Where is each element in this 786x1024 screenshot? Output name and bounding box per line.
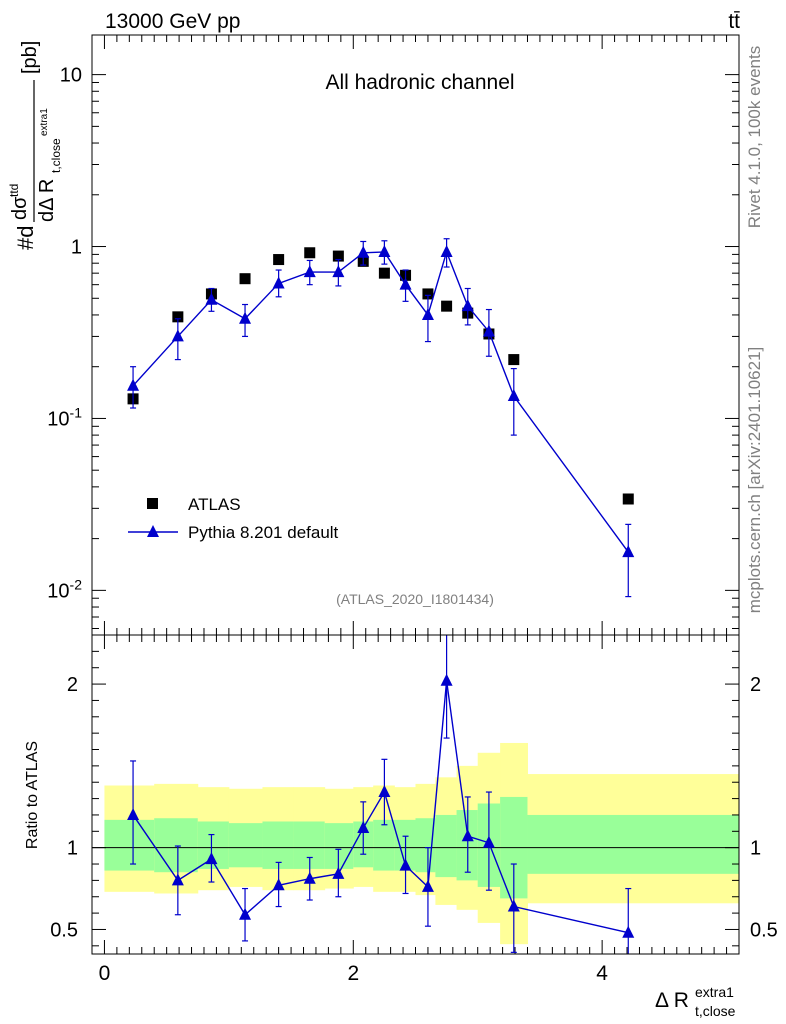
pythia-data-point — [622, 545, 635, 558]
ratio-x-tick-label: 0 — [99, 962, 111, 985]
svg-text:ttd: ttd — [7, 184, 21, 197]
svg-text:extra1: extra1 — [695, 984, 734, 1000]
ratio-panel-data — [127, 635, 635, 954]
atlas-data-point — [332, 250, 344, 262]
ratio-data-point — [421, 879, 434, 892]
legend-atlas-label: ATLAS — [188, 495, 241, 514]
ratio-x-tick-label: 4 — [596, 962, 608, 985]
ratio-band-green — [324, 823, 354, 869]
ratio-band-green — [104, 819, 155, 871]
atlas-data-point — [441, 300, 453, 312]
ratio-data-point — [378, 785, 391, 798]
ratio-data-point — [357, 821, 370, 834]
svg-text:t,close: t,close — [49, 138, 63, 173]
main-y-tick-label: 10-2 — [47, 576, 82, 602]
ratio-data-point — [171, 873, 184, 886]
pythia-data-point — [272, 276, 285, 289]
atlas-data-point — [378, 267, 390, 279]
pythia-data-point — [239, 311, 252, 324]
main-panel-data — [127, 238, 635, 598]
ratio-data-point — [205, 852, 218, 865]
plot-title: All hadronic channel — [325, 71, 514, 94]
ratio-data-point — [303, 871, 316, 884]
svg-text:extra1: extra1 — [39, 108, 50, 136]
ratio-data-point — [239, 907, 252, 920]
atlas-data-point — [239, 273, 251, 285]
ratio-y-tick-label: 0.5 — [50, 919, 78, 941]
pythia-data-point — [127, 378, 140, 391]
ratio-panel-frame — [91, 634, 740, 955]
energy-label: 13000 GeV pp — [105, 10, 240, 33]
ratio-data-point — [127, 807, 140, 820]
legend-pythia-marker — [147, 525, 159, 537]
pythia-data-point — [440, 244, 453, 257]
svg-text:[pb]: [pb] — [19, 41, 41, 74]
ratio-data-point — [622, 925, 635, 938]
pythia-data-point — [482, 324, 495, 337]
analysis-id: (ATLAS_2020_I1801434) — [336, 591, 494, 607]
svg-text:dΔ R: dΔ R — [36, 179, 58, 222]
ratio-panel-bands — [92, 742, 740, 945]
ratio-data-point — [399, 858, 412, 871]
ratio-data-point — [482, 835, 495, 848]
ratio-y-axis-label: Ratio to ATLAS — [24, 741, 41, 849]
pythia-data-point — [303, 265, 316, 278]
svg-text:#d: #d — [13, 226, 38, 250]
main-y-tick-label: 10-1 — [47, 404, 82, 430]
atlas-data-point — [622, 493, 634, 505]
pythia-data-point — [507, 389, 520, 402]
pythia-data-point — [171, 329, 184, 342]
atlas-data-point — [422, 288, 434, 300]
svg-text:Δ R: Δ R — [655, 989, 689, 1012]
main-y-axis-label: #d dσ ttd dΔ R t,close extra1 [pb] — [7, 41, 63, 250]
ratio-series-line — [132, 680, 629, 934]
ratio-y-tick-label: 2 — [67, 674, 78, 696]
ratio-band-green — [228, 823, 263, 868]
atlas-data-point — [304, 247, 316, 259]
ratio-y-tick-label-right: 1 — [750, 838, 761, 860]
main-y-tick-label: 1 — [71, 237, 82, 259]
pythia-data-point — [357, 245, 370, 258]
pythia-data-point — [461, 299, 474, 312]
atlas-data-point — [508, 354, 520, 366]
rivet-version-label: Rivet 4.1.0, 100k events — [745, 46, 764, 228]
pythia-data-point — [205, 292, 218, 305]
ratio-panel-ticks: 0 2 4 0.5 0.5 1 1 2 2 — [50, 634, 778, 985]
atlas-data-point — [273, 254, 285, 266]
ratio-data-point — [461, 829, 474, 842]
ratio-y-tick-label-right: 0.5 — [750, 919, 778, 941]
ratio-band-green — [373, 819, 395, 871]
svg-text:t,close: t,close — [695, 1003, 736, 1019]
main-panel-ticks: 10-2 10-1 1 10 — [47, 35, 739, 635]
legend-atlas-marker — [147, 498, 158, 509]
ratio-data-point — [332, 866, 345, 879]
ratio-x-tick-label: 2 — [347, 962, 359, 985]
ratio-band-green — [262, 821, 295, 869]
pythia-data-point — [421, 307, 434, 320]
legend-pythia-label: Pythia 8.201 default — [188, 523, 339, 542]
pythia-data-point — [378, 244, 391, 257]
mcplots-label: mcplots.cern.ch [arXiv:2401.10621] — [745, 347, 764, 613]
pythia-data-point — [399, 277, 412, 290]
main-y-tick-label: 10 — [60, 65, 82, 87]
x-axis-label: Δ R t,close extra1 — [655, 984, 736, 1019]
svg-text:dσ: dσ — [9, 196, 31, 220]
process-label: tt̄ — [728, 10, 740, 33]
ratio-y-tick-label: 1 — [67, 838, 78, 860]
legend: ATLAS Pythia 8.201 default — [128, 495, 339, 542]
pythia-data-point — [332, 265, 345, 278]
pythia-series-line — [132, 249, 629, 553]
atlas-data-point — [172, 311, 184, 323]
ratio-data-point — [272, 878, 285, 891]
ratio-y-tick-label-right: 2 — [750, 674, 761, 696]
ratio-data-point — [440, 673, 453, 686]
ratio-data-point — [507, 899, 520, 912]
ratio-band-green — [527, 814, 740, 874]
ratio-band-green — [154, 818, 199, 873]
main-panel-frame — [91, 34, 740, 636]
ratio-band-green — [435, 814, 458, 878]
